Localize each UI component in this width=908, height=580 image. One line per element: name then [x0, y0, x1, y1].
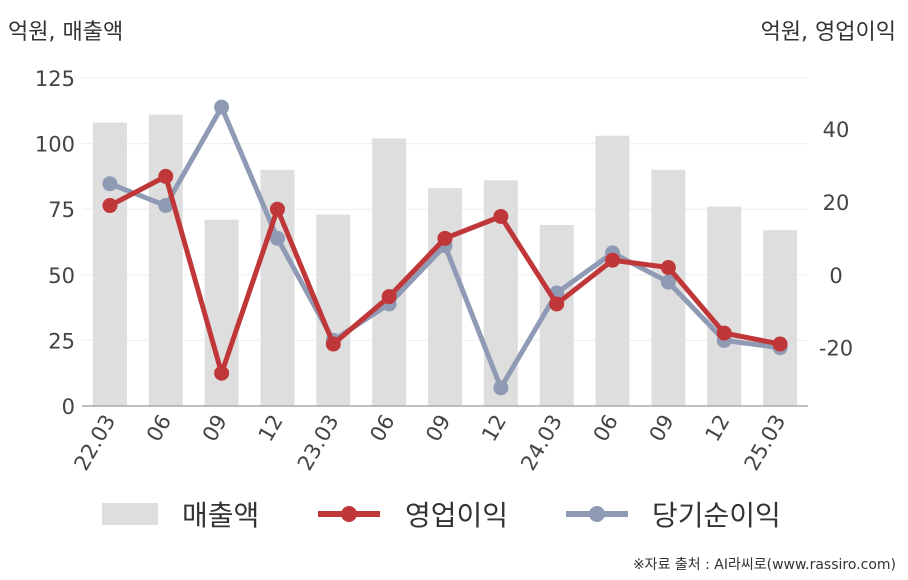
x-ticks: 22.03 06 09 12 23.03 06 09 12 24.03 06 09 12 25.03 — [69, 411, 790, 475]
x-tick-label: 06 — [589, 411, 623, 446]
legend-operating-profit-marker — [341, 506, 357, 522]
x-tick-label: 12 — [700, 411, 734, 446]
operating-profit-point — [772, 336, 788, 352]
legend-net-income-marker — [589, 506, 605, 522]
revenue-bar — [428, 188, 462, 406]
x-tick-label: 06 — [142, 411, 176, 446]
operating-profit-point — [269, 201, 285, 217]
legend: 매출액 영업이익 당기순이익 — [102, 499, 781, 532]
net-income-point — [102, 176, 118, 192]
left-y-tick-label: 50 — [48, 264, 75, 288]
source-note: ※자료 출처 : AI라씨로(www.rassiro.com) — [632, 557, 896, 573]
line-series — [102, 99, 788, 396]
revenue-bar — [763, 230, 798, 406]
revenue-bars — [92, 114, 798, 407]
x-tick-label: 06 — [365, 411, 399, 446]
left-y-tick-label: 25 — [48, 329, 75, 353]
operating-profit-point — [325, 336, 341, 352]
net-income-point — [269, 230, 285, 246]
left-y-tick-label: 0 — [62, 395, 75, 419]
right-y-tick-label: -20 — [819, 337, 853, 361]
x-tick-label: 25.03 — [740, 411, 791, 475]
x-tick-label: 22.03 — [69, 411, 120, 475]
revenue-bar — [92, 122, 127, 406]
right-axis-unit: 억원, 영업이익 — [760, 20, 896, 45]
right-y-tick-label: 20 — [823, 191, 850, 215]
operating-profit-point — [437, 230, 453, 246]
operating-profit-point — [493, 208, 509, 224]
x-tick-label: 12 — [477, 411, 511, 446]
operating-profit-point — [158, 168, 174, 184]
operating-profit-point — [605, 252, 621, 268]
operating-profit-point — [549, 296, 565, 312]
net-income-point — [214, 99, 230, 115]
operating-profit-point — [381, 289, 397, 305]
net-income-point — [493, 380, 509, 396]
operating-profit-point — [660, 260, 676, 276]
legend-revenue-label: 매출액 — [182, 499, 259, 532]
x-tick-label: 24.03 — [516, 411, 567, 475]
operating-profit-point — [716, 325, 732, 341]
operating-profit-point — [214, 365, 230, 381]
left-y-ticks: 0 25 50 75 100 125 — [35, 67, 75, 419]
legend-revenue-swatch — [102, 503, 158, 525]
left-y-tick-label: 100 — [35, 133, 75, 157]
net-income-point — [158, 198, 174, 214]
x-tick-label: 12 — [254, 411, 288, 446]
revenue-bar — [372, 138, 407, 407]
legend-operating-profit-label: 영업이익 — [405, 499, 508, 532]
operating-profit-point — [102, 198, 118, 214]
revenue-bar — [707, 206, 742, 406]
left-y-tick-label: 75 — [48, 198, 75, 222]
legend-net-income-label: 당기순이익 — [652, 499, 781, 532]
revenue-bar — [148, 114, 183, 407]
right-y-tick-label: 40 — [823, 118, 850, 142]
net-income-point — [660, 274, 676, 290]
left-axis-unit: 억원, 매출액 — [8, 20, 124, 45]
left-y-tick-label: 125 — [35, 67, 75, 91]
x-tick-label: 09 — [645, 411, 679, 446]
x-tick-label: 23.03 — [293, 411, 344, 475]
x-tick-label: 09 — [198, 411, 232, 446]
right-y-ticks: -20 0 20 40 — [819, 118, 853, 361]
right-y-tick-label: 0 — [829, 264, 842, 288]
x-tick-label: 09 — [421, 411, 455, 446]
